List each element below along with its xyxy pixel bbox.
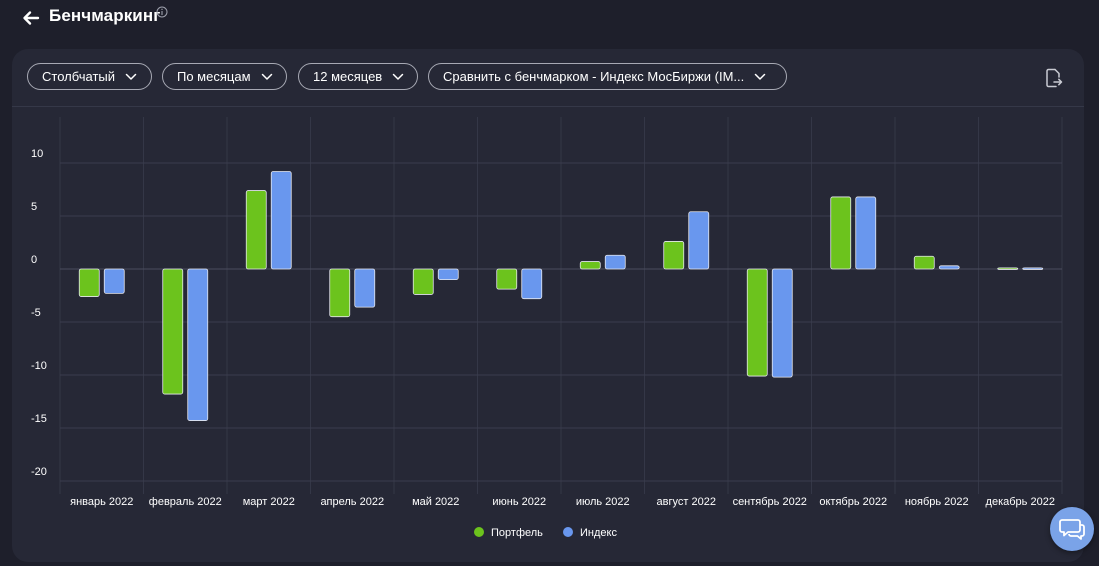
x-tick-label: июнь 2022 [492, 496, 546, 508]
bar-index[interactable] [270, 171, 292, 270]
chevron-down-icon [392, 73, 404, 80]
bar-index[interactable] [1022, 267, 1044, 270]
legend-label[interactable]: Индекс [580, 527, 617, 539]
bar-index[interactable] [771, 268, 793, 378]
period-dropdown[interactable]: 12 месяцев [298, 63, 418, 90]
y-tick-label: 10 [31, 148, 43, 160]
y-tick-label: 0 [31, 254, 37, 266]
chart-toolbar: Столбчатый По месяцам 12 месяцев Сравнит… [12, 49, 1084, 107]
x-tick-label: декабрь 2022 [986, 496, 1055, 508]
info-icon[interactable] [156, 6, 168, 18]
bar-portfolio[interactable] [997, 267, 1019, 270]
x-tick-label: август 2022 [657, 496, 716, 508]
chart-panel: Столбчатый По месяцам 12 месяцев Сравнит… [12, 49, 1084, 562]
bar-portfolio[interactable] [496, 268, 518, 290]
bar-index[interactable] [521, 268, 543, 300]
x-tick-label: февраль 2022 [149, 496, 222, 508]
chat-support-button[interactable] [1050, 507, 1094, 551]
bar-portfolio[interactable] [830, 196, 852, 270]
bar-index[interactable] [437, 268, 459, 280]
bar-portfolio[interactable] [162, 268, 184, 395]
legend-marker [563, 527, 573, 537]
legend-marker [474, 527, 484, 537]
chart-type-dropdown[interactable]: Столбчатый [27, 63, 152, 90]
y-tick-label: 5 [31, 201, 37, 213]
x-tick-label: апрель 2022 [320, 496, 384, 508]
x-tick-label: сентябрь 2022 [733, 496, 807, 508]
bar-portfolio[interactable] [579, 261, 601, 270]
bar-chart: 10 5 0 -5 -10 -15 -20 январь 2022 февраль 2022 ма… [31, 117, 1063, 539]
chat-icon [1059, 519, 1085, 540]
x-tick-label: октябрь 2022 [819, 496, 887, 508]
x-tick-label: март 2022 [243, 496, 295, 508]
period-label: 12 месяцев [313, 69, 383, 84]
grouping-dropdown[interactable]: По месяцам [162, 63, 287, 90]
bar-index[interactable] [103, 268, 125, 294]
x-tick-label: июль 2022 [576, 496, 630, 508]
bar-portfolio[interactable] [746, 268, 768, 377]
chevron-down-icon [755, 73, 766, 80]
bar-index[interactable] [187, 268, 209, 421]
x-tick-label: май 2022 [412, 496, 459, 508]
y-tick-label: -5 [31, 307, 41, 319]
bar-portfolio[interactable] [913, 255, 935, 270]
bar-portfolio[interactable] [663, 241, 685, 270]
chart-type-label: Столбчатый [42, 69, 116, 84]
bar-portfolio[interactable] [412, 268, 434, 295]
bar-index[interactable] [354, 268, 376, 308]
page-title: Бенчмаркинг [49, 6, 161, 25]
bar-portfolio[interactable] [245, 190, 267, 270]
bar-index[interactable] [604, 254, 626, 270]
grouping-label: По месяцам [177, 69, 251, 84]
y-tick-label: -15 [31, 413, 47, 425]
legend-label[interactable]: Портфель [491, 527, 543, 539]
bar-index[interactable] [688, 211, 710, 270]
bar-index[interactable] [855, 196, 877, 270]
benchmark-dropdown[interactable]: Сравнить с бенчмарком - Индекс МосБиржи … [428, 63, 787, 90]
bar-portfolio[interactable] [329, 268, 351, 318]
bar-portfolio[interactable] [78, 268, 100, 297]
y-tick-label: -20 [31, 466, 47, 478]
x-tick-label: январь 2022 [70, 496, 133, 508]
chevron-down-icon [261, 73, 272, 80]
bar-index[interactable] [938, 265, 960, 270]
export-file-icon[interactable] [1045, 68, 1063, 88]
top-bar: Бенчмаркинг [0, 0, 1099, 40]
y-tick-label: -10 [31, 360, 47, 372]
back-arrow-icon[interactable] [22, 9, 40, 27]
chevron-down-icon [125, 73, 137, 80]
x-tick-label: ноябрь 2022 [905, 496, 969, 508]
